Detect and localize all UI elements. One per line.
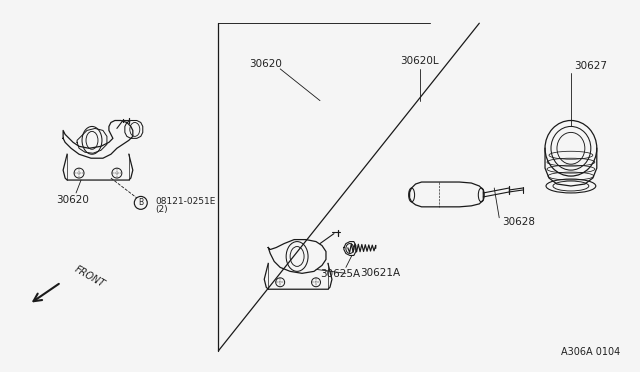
Text: FRONT: FRONT (73, 264, 107, 289)
Text: 30620: 30620 (249, 59, 282, 69)
Text: 30621A: 30621A (360, 268, 400, 278)
Text: 30628: 30628 (502, 217, 535, 227)
Text: 08121-0251E: 08121-0251E (156, 198, 216, 206)
Text: A306A 0104: A306A 0104 (561, 347, 621, 357)
Text: B: B (138, 198, 143, 207)
Text: 30620L: 30620L (400, 56, 439, 66)
Text: 30620: 30620 (56, 195, 90, 205)
Text: 30627: 30627 (574, 61, 607, 71)
Text: (2): (2) (156, 205, 168, 214)
Text: 30625A: 30625A (320, 269, 360, 279)
